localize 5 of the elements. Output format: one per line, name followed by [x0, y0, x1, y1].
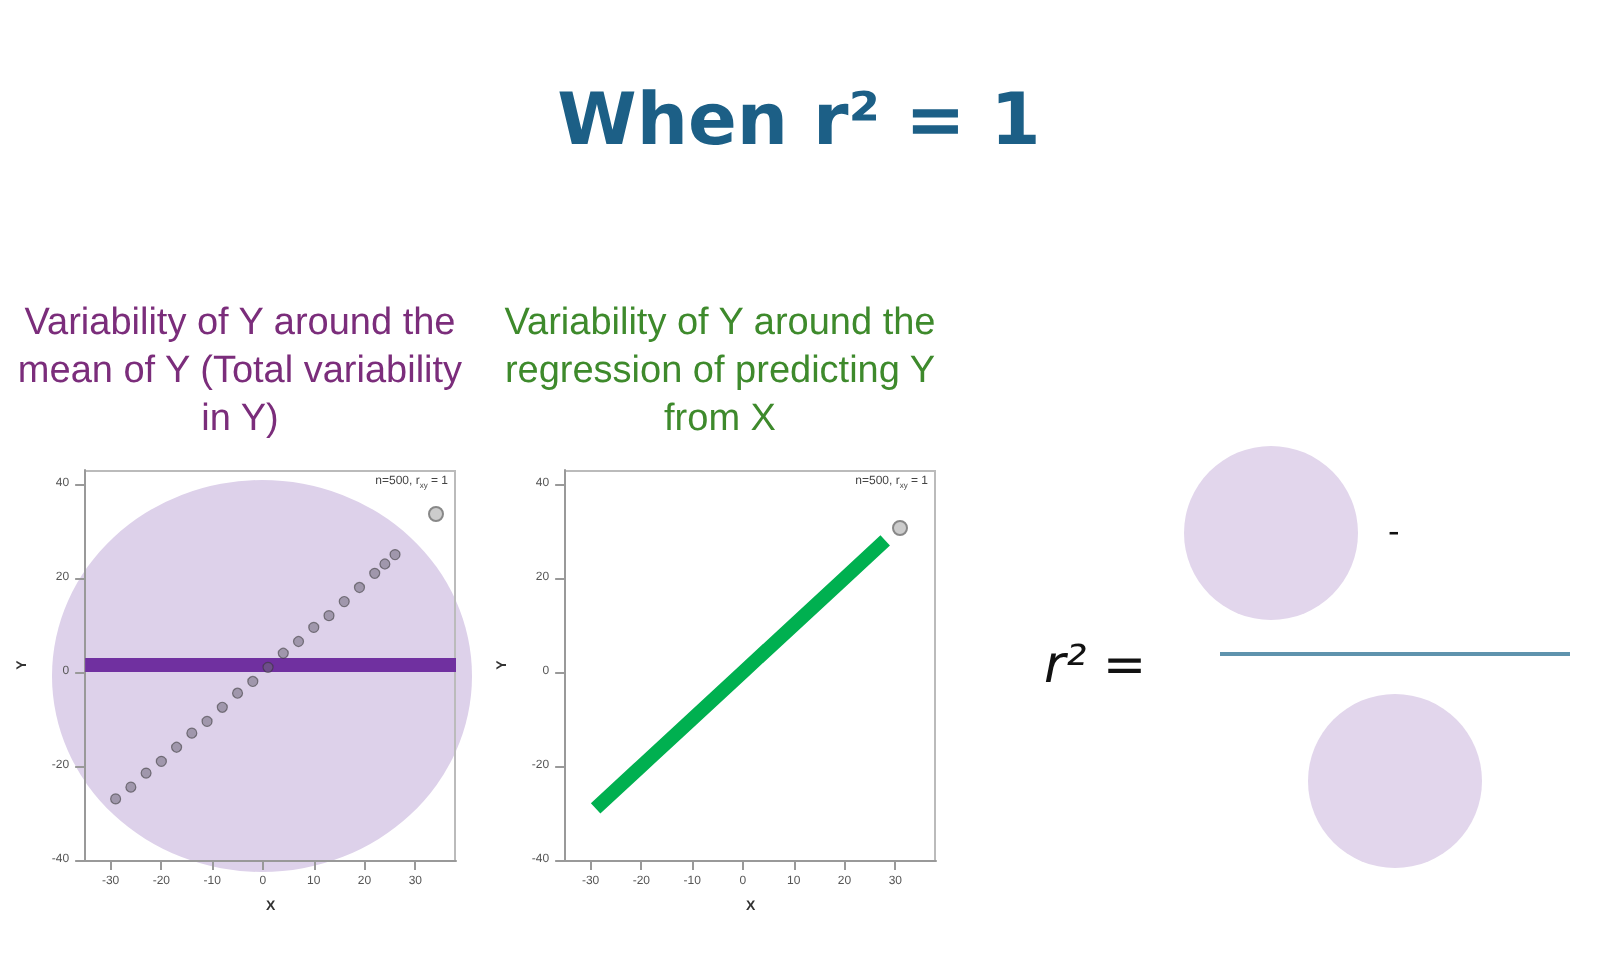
chart-title: Variability of Y around the regression of predicting Y from X	[502, 300, 938, 444]
text: r² =	[1044, 636, 1147, 696]
text: When r² = 1	[555, 80, 1043, 162]
text: -	[1388, 512, 1400, 550]
chart-title: Variability of Y around the mean of Y (Total variability in Y)	[15, 300, 465, 444]
